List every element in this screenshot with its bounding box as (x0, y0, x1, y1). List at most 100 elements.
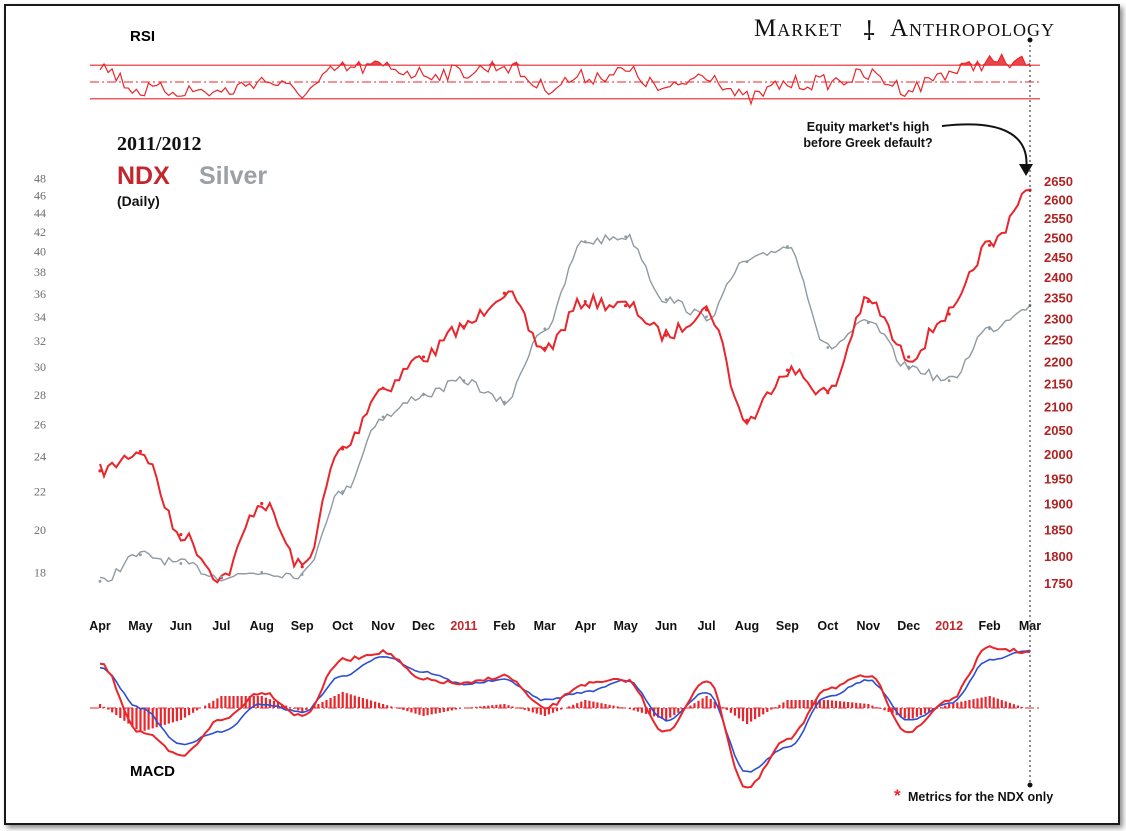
ndx-data-point (462, 325, 466, 329)
macd-histogram-bar (972, 699, 975, 708)
macd-histogram-bar (774, 707, 777, 708)
silver-data-point (543, 327, 547, 331)
macd-histogram-bar (560, 708, 563, 710)
macd-histogram-bar (216, 698, 219, 708)
macd-histogram-bar (988, 696, 991, 708)
macd-histogram-bar (1000, 700, 1003, 708)
silver-data-point (98, 579, 102, 583)
macd-histogram-bar (179, 708, 183, 720)
macd-histogram-bar (155, 708, 158, 728)
macd-histogram-bar (677, 708, 680, 713)
macd-histogram-bar (398, 708, 401, 709)
macd-histogram-bar (531, 708, 534, 713)
macd-histogram-bar (1004, 701, 1007, 708)
chart-frame (4, 4, 1120, 825)
macd-histogram-bar (843, 701, 846, 708)
rsi-overbought-fill (100, 54, 1030, 66)
ndx-axis-tick: 1950 (1044, 471, 1073, 486)
macd-histogram-bar (450, 708, 453, 711)
ndx-axis-tick: 2350 (1044, 290, 1073, 305)
macd-histogram-bar (260, 696, 263, 708)
ndx-axis-tick: 1750 (1044, 576, 1073, 591)
ndx-data-point (341, 447, 345, 451)
brand-mark: ⸸ (863, 17, 875, 46)
ndx-data-point (664, 333, 668, 337)
macd-histogram-bar (883, 708, 886, 711)
macd-histogram-bar (810, 700, 813, 708)
ndx-axis-tick: 2200 (1044, 354, 1073, 369)
macd-histogram-bar (839, 701, 842, 708)
ndx-data-point (745, 418, 749, 423)
macd-histogram-bar (325, 700, 328, 708)
month-axis-tick: May (613, 619, 637, 633)
macd-histogram-bar (887, 708, 890, 712)
macd-histogram-bar (434, 708, 437, 714)
macd-histogram-bar (341, 692, 344, 708)
silver-data-point (624, 235, 628, 239)
macd-histogram-bar (499, 704, 502, 708)
macd-histogram-bar (458, 708, 462, 709)
macd-histogram-bar (632, 708, 635, 711)
macd-histogram-bar (746, 708, 749, 724)
macd-histogram-bar (406, 708, 409, 712)
macd-histogram-bar (232, 696, 235, 708)
macd-histogram-bar (733, 708, 736, 716)
silver-data-point (462, 379, 466, 383)
silver-price-line (99, 233, 1031, 583)
macd-histogram-bar (996, 698, 999, 708)
macd-histogram-bar (834, 700, 838, 708)
macd-histogram-bar (402, 708, 405, 710)
macd-histogram-bar (826, 700, 829, 708)
month-axis-tick: Aug (250, 619, 274, 633)
macd-histogram-bar (1008, 702, 1011, 708)
macd-histogram-bar (382, 704, 385, 708)
silver-data-point (179, 562, 183, 565)
ndx-data-point (381, 386, 385, 390)
silver-data-point (988, 327, 991, 331)
macd-histogram-bar (127, 708, 130, 724)
macd-histogram-bar (669, 708, 672, 718)
series-ndx-title: NDX (117, 162, 170, 190)
macd-histogram-bar (175, 708, 178, 722)
macd-histogram-bar (547, 708, 550, 715)
macd-histogram-bar (378, 702, 381, 708)
macd-histogram-bar (661, 708, 664, 719)
macd-histogram-bar (766, 708, 769, 712)
macd-histogram-bar (268, 699, 271, 708)
macd-label: MACD (130, 763, 175, 780)
macd-histogram-bar (143, 708, 146, 731)
ndx-axis-tick: 2100 (1044, 399, 1073, 414)
month-axis-tick: 2012 (935, 619, 963, 633)
annotation-arrowhead (1019, 164, 1033, 176)
brand-word-2: Anthropology (890, 15, 1055, 42)
ndx-data-point (624, 304, 628, 308)
macd-histogram-bar (293, 708, 296, 709)
month-axis-tick: Dec (412, 619, 435, 633)
macd-histogram-bar (115, 708, 118, 716)
macd-histogram-bar (628, 708, 631, 710)
month-axis-tick: Nov (371, 619, 395, 633)
macd-histogram-bar (968, 700, 971, 708)
macd-histogram-bar (741, 708, 745, 722)
macd-histogram-bar (859, 703, 862, 708)
silver-axis-tick: 36 (34, 287, 46, 301)
macd-histogram-bar (770, 708, 773, 710)
macd-histogram-bar (956, 702, 959, 708)
macd-histogram-bar (151, 708, 154, 729)
macd-histogram-bar (568, 706, 571, 708)
macd-histogram-bar (527, 708, 530, 712)
ndx-axis-tick: 2300 (1044, 311, 1073, 326)
macd-histogram-bar (454, 708, 457, 710)
macd-histogram-bar (786, 700, 789, 708)
macd-histogram-bar (539, 708, 542, 715)
macd-histogram-bar (923, 708, 927, 714)
macd-histogram-bar (204, 705, 207, 708)
silver-axis-tick: 20 (34, 523, 46, 537)
ndx-data-point (502, 291, 506, 295)
macd-histogram-bar (188, 708, 191, 716)
macd-histogram-bar (612, 705, 615, 708)
macd-histogram-bar (855, 702, 858, 708)
ndx-data-point (583, 299, 587, 304)
macd-histogram-bar (899, 708, 902, 717)
